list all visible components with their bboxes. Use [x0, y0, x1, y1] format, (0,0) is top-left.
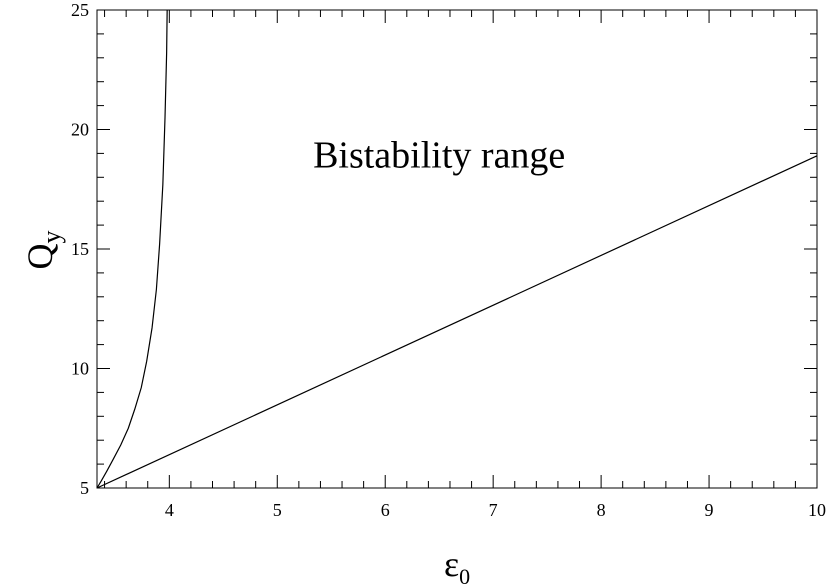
y-tick-label: 10 [71, 359, 89, 379]
x-axis-title-subscript: 0 [459, 564, 470, 586]
x-tick-label: 10 [808, 500, 826, 520]
x-axis-title: ε0 [444, 544, 470, 586]
x-axis-ticks: 4 5 6 7 8 9 10 [104, 10, 826, 520]
plot-frame [96, 9, 818, 489]
y-axis-title-symbol: Q [20, 244, 60, 270]
y-tick-label: 5 [80, 478, 89, 498]
y-tick-label: 20 [71, 120, 89, 140]
x-tick-label: 8 [597, 500, 606, 520]
y-axis-title: Qy [20, 231, 66, 270]
x-tick-label: 9 [705, 500, 714, 520]
series-line-1 [96, 9, 168, 489]
x-tick-label: 4 [165, 500, 174, 520]
series-layer [96, 9, 818, 489]
series-line-2 [96, 155, 818, 489]
y-axis-ticks: 5 10 15 20 25 [71, 0, 817, 498]
y-tick-label: 25 [71, 0, 89, 20]
x-tick-label: 5 [273, 500, 282, 520]
y-tick-label: 15 [71, 239, 89, 259]
annotation-label: Bistability range [313, 135, 565, 177]
y-axis-title-subscript: y [37, 231, 66, 244]
annotation-layer: Bistability range [313, 135, 565, 177]
x-tick-label: 6 [381, 500, 390, 520]
x-tick-label: 7 [489, 500, 498, 520]
x-axis-title-symbol: ε [444, 544, 459, 584]
